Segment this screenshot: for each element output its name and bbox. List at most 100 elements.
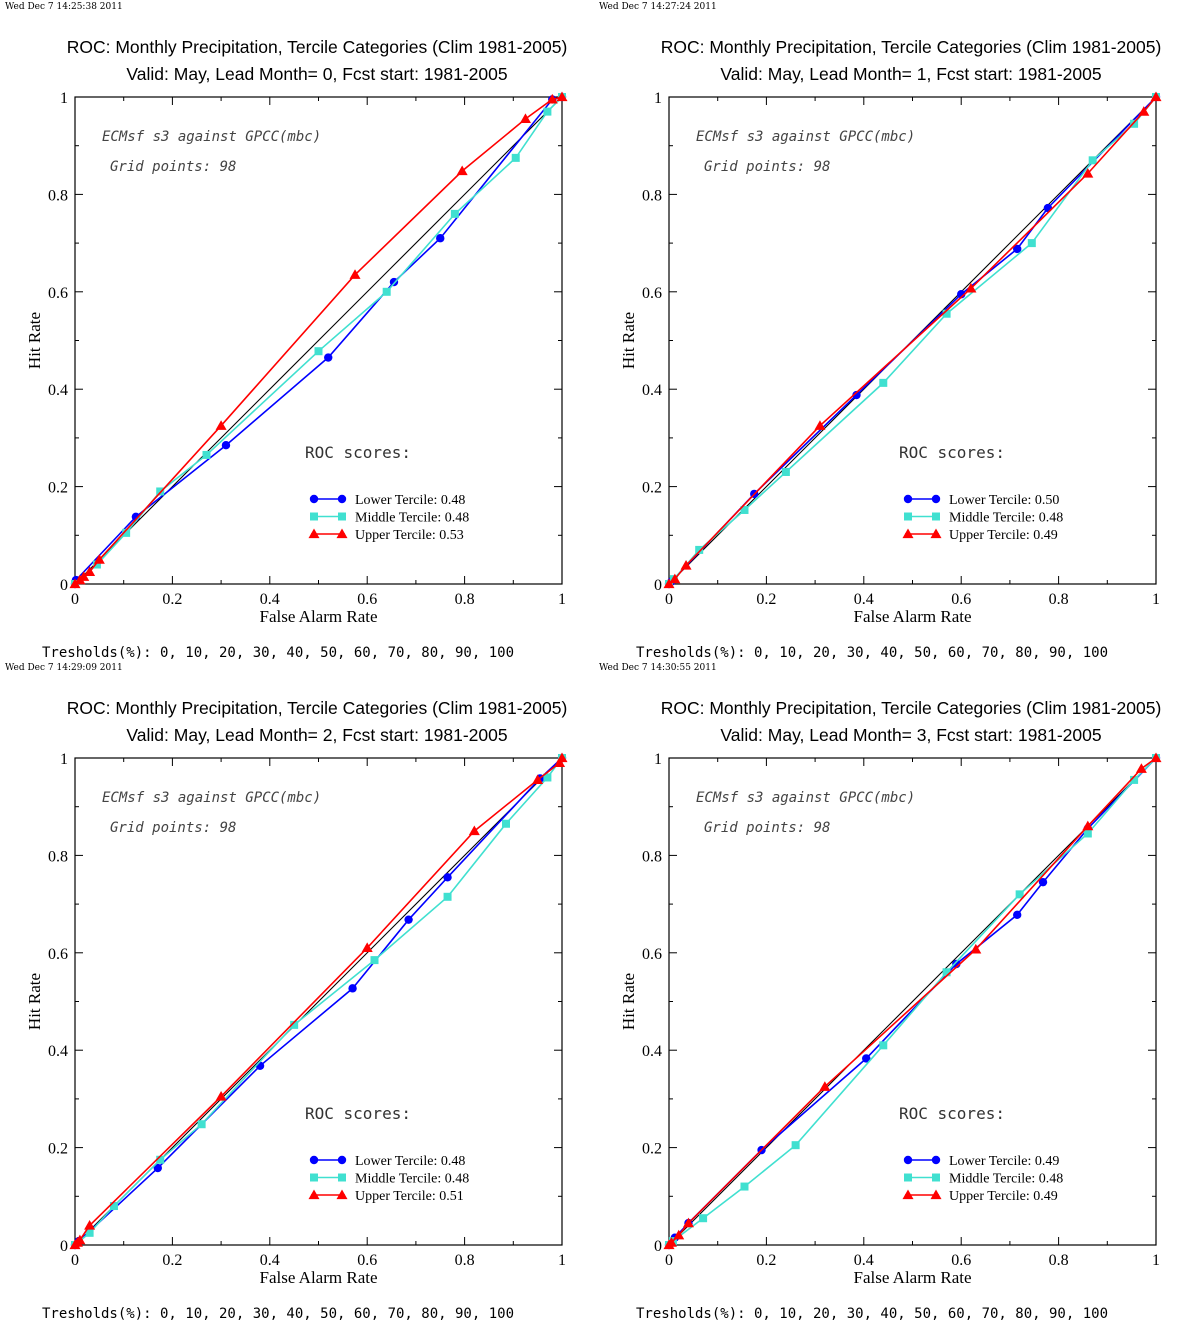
- data-point-middle: [942, 309, 951, 318]
- x-tick-label: 0.2: [162, 1252, 182, 1269]
- legend-marker-middle: [310, 512, 318, 521]
- legend-marker-lower: [309, 494, 319, 504]
- chart-subtitle: Valid: May, Lead Month= 1, Fcst start: 1…: [720, 64, 1101, 84]
- data-point-middle: [1130, 775, 1139, 784]
- legend-marker-upper: [902, 528, 914, 539]
- legend-marker-lower: [337, 1155, 347, 1165]
- data-point-middle: [85, 1228, 94, 1237]
- dataset-note: ECMsf s3 against GPCC(mbc): [696, 790, 915, 806]
- data-point-upper: [814, 420, 826, 430]
- chart-title: ROC: Monthly Precipitation, Tercile Cate…: [67, 37, 568, 57]
- data-point-middle: [740, 505, 749, 514]
- data-point-upper: [682, 1217, 694, 1228]
- data-point-middle: [109, 1202, 118, 1211]
- legend-marker-upper: [902, 1189, 914, 1200]
- roc-scores-label: ROC scores:: [899, 443, 1005, 462]
- y-tick-label: 0.6: [48, 946, 68, 963]
- data-point-middle: [543, 107, 552, 116]
- legend-marker-middle: [310, 1173, 318, 1182]
- data-point-middle: [314, 347, 323, 356]
- chart-title: ROC: Monthly Precipitation, Tercile Cate…: [67, 698, 568, 718]
- data-point-upper: [349, 269, 361, 279]
- data-point-upper: [519, 113, 531, 124]
- timestamp: Wed Dec 7 14:29:09 2011: [5, 663, 123, 673]
- legend-label-lower: Lower Tercile: 0.49: [949, 1154, 1059, 1169]
- legend-label-upper: Upper Tercile: 0.49: [949, 528, 1058, 543]
- y-tick-label: 0.6: [642, 946, 662, 963]
- roc-panel-1: Wed Dec 7 14:25:38 2011 ROC: Monthly Prec…: [5, 2, 568, 661]
- roc-panel-4: Wed Dec 7 14:30:55 2011 ROC: Monthly Prec…: [599, 663, 1162, 1322]
- data-point-lower: [1013, 910, 1022, 920]
- x-tick-label: 0.8: [1049, 1252, 1069, 1269]
- legend-marker-upper: [930, 1189, 942, 1200]
- x-tick-label: 0.8: [455, 1252, 475, 1269]
- data-point-upper: [669, 573, 681, 584]
- legend-marker-middle: [904, 1173, 912, 1182]
- data-point-lower: [443, 873, 452, 882]
- x-tick-label: 1: [558, 1252, 566, 1269]
- data-point-lower: [324, 353, 333, 362]
- legend-label-lower: Lower Tercile: 0.48: [355, 1154, 465, 1169]
- data-point-middle: [1015, 890, 1024, 899]
- y-tick-label: 0.2: [48, 480, 68, 497]
- no-skill-diagonal: [668, 757, 1157, 1246]
- data-point-middle: [122, 528, 131, 537]
- data-point-upper: [215, 420, 227, 430]
- timestamp: Wed Dec 7 14:30:55 2011: [599, 663, 717, 673]
- data-point-upper: [554, 757, 566, 767]
- data-point-middle: [879, 378, 888, 387]
- data-point-middle: [781, 467, 790, 476]
- y-tick-label: 1: [654, 751, 662, 768]
- legend-marker-lower: [931, 1155, 941, 1165]
- legend-label-middle: Middle Tercile: 0.48: [355, 1172, 469, 1187]
- data-point-middle: [92, 560, 101, 569]
- data-point-upper: [1082, 167, 1094, 178]
- data-point-middle: [1130, 119, 1139, 128]
- data-point-middle: [382, 287, 391, 296]
- legend-marker-middle: [338, 1173, 346, 1182]
- legend-marker-lower: [309, 1155, 319, 1165]
- legend-marker-middle: [932, 512, 940, 521]
- chart-title: ROC: Monthly Precipitation, Tercile Cate…: [661, 37, 1162, 57]
- data-point-lower: [436, 234, 445, 243]
- legend-marker-middle: [338, 512, 346, 521]
- y-tick-label: 1: [654, 90, 662, 107]
- data-point-upper: [556, 91, 568, 102]
- x-tick-label: 0: [71, 591, 79, 608]
- legend-label-upper: Upper Tercile: 0.49: [949, 1189, 1058, 1204]
- x-tick-label: 0.8: [455, 591, 475, 608]
- x-tick-label: 0.4: [854, 1252, 874, 1269]
- data-point-middle: [543, 773, 552, 782]
- thresholds-text: Tresholds(%): 0, 10, 20, 30, 40, 50, 60,…: [42, 645, 514, 661]
- legend-marker-upper: [308, 1189, 320, 1200]
- y-tick-label: 1: [60, 751, 68, 768]
- legend-marker-middle: [904, 512, 912, 521]
- legend-label-upper: Upper Tercile: 0.53: [355, 528, 464, 543]
- x-axis-label: False Alarm Rate: [853, 607, 971, 626]
- data-point-upper: [1138, 106, 1150, 116]
- data-point-upper: [74, 1234, 86, 1245]
- y-axis-label: Hit Rate: [25, 973, 44, 1030]
- y-tick-label: 0: [60, 577, 68, 594]
- legend-marker-upper: [308, 528, 320, 539]
- y-tick-label: 0.4: [48, 382, 68, 399]
- data-point-middle: [450, 209, 459, 218]
- data-point-lower: [404, 915, 413, 924]
- x-tick-label: 0: [71, 1252, 79, 1269]
- data-point-lower: [1038, 877, 1048, 887]
- grid-points-note: Grid points: 98: [110, 159, 236, 175]
- data-point-upper: [361, 942, 373, 953]
- data-point-middle: [740, 1182, 749, 1191]
- data-point-middle: [791, 1141, 800, 1150]
- data-point-upper: [819, 1081, 831, 1091]
- x-tick-label: 0.6: [357, 1252, 377, 1269]
- data-point-upper: [970, 943, 982, 954]
- data-point-middle: [1027, 239, 1036, 248]
- data-point-middle: [699, 1214, 708, 1223]
- data-point-middle: [202, 450, 211, 459]
- y-tick-label: 0.8: [48, 848, 68, 865]
- x-axis-label: False Alarm Rate: [259, 1268, 377, 1287]
- y-tick-label: 0: [60, 1238, 68, 1255]
- legend-marker-lower: [931, 494, 941, 504]
- data-point-upper: [84, 566, 96, 576]
